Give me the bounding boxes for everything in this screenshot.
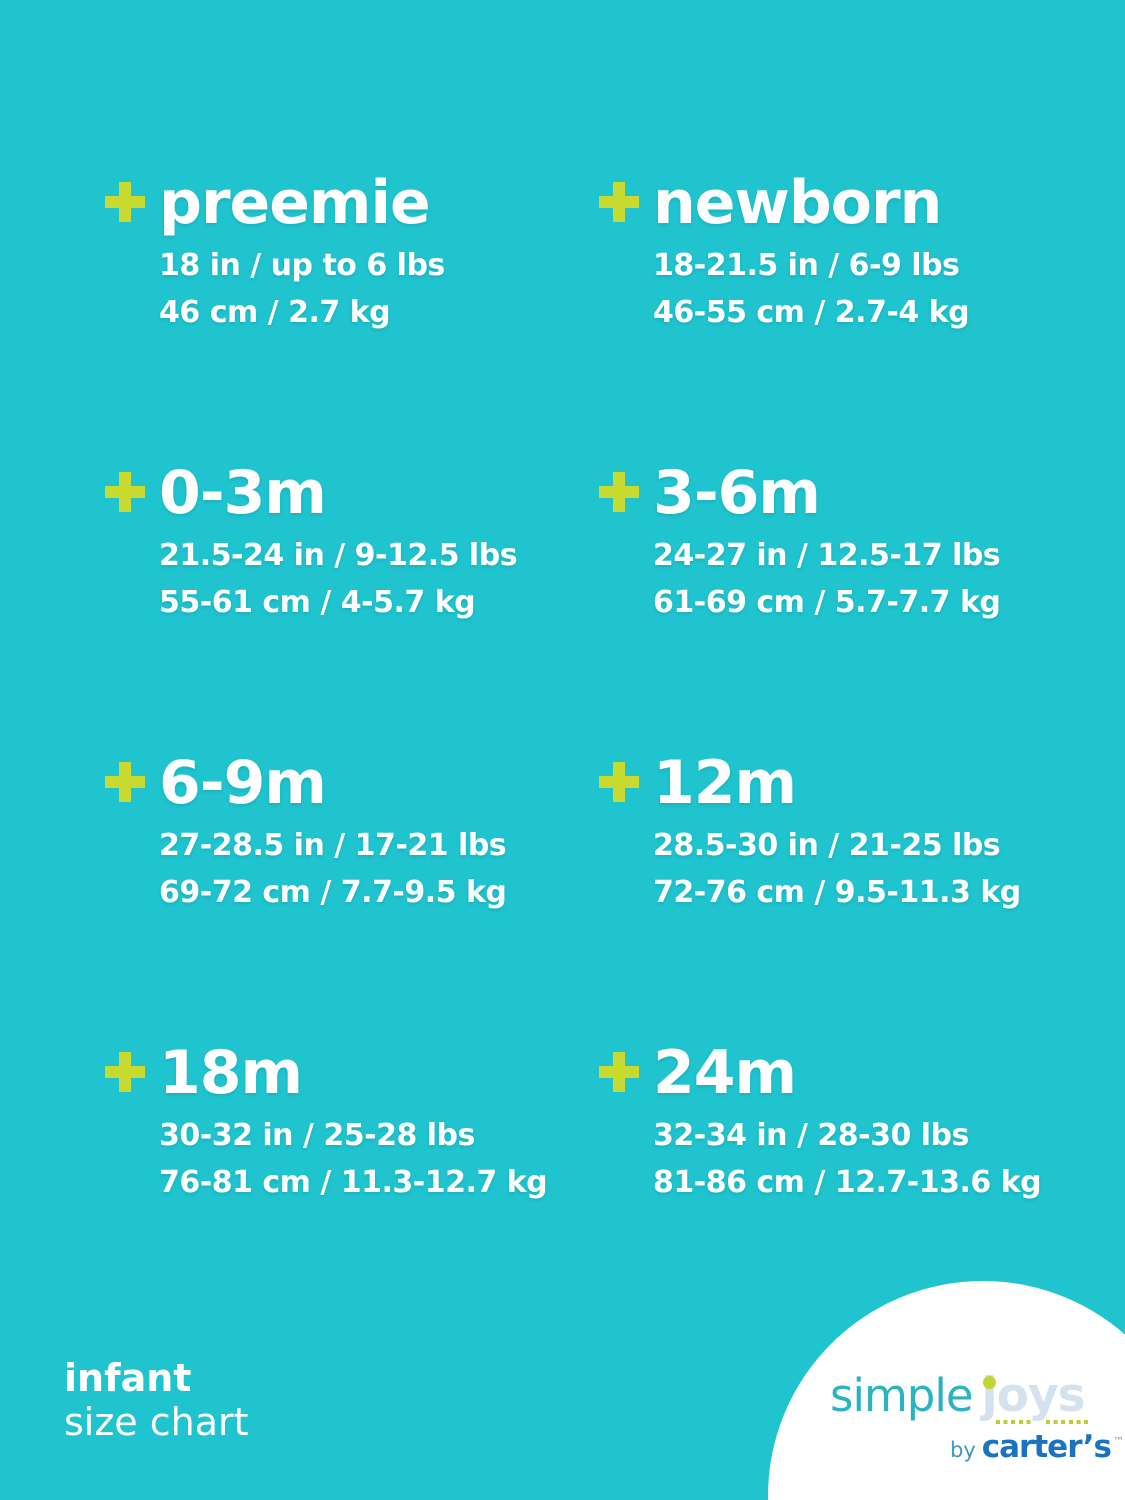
plus-icon	[105, 1052, 145, 1092]
size-label: preemie	[159, 168, 431, 238]
plus-icon	[599, 1052, 639, 1092]
size-metric: 72-76 cm / 9.5-11.3 kg	[653, 875, 1021, 910]
size-metric: 61-69 cm / 5.7-7.7 kg	[653, 585, 1001, 620]
chart-title: infant size chart	[64, 1356, 249, 1444]
size-block-18m: 18m 30-32 in / 25-28 lbs 76-81 cm / 11.3…	[105, 1042, 599, 1332]
size-imperial: 27-28.5 in / 17-21 lbs	[159, 828, 507, 863]
plus-icon	[599, 182, 639, 222]
size-label: 18m	[159, 1038, 303, 1108]
dotted-underline-right-icon	[1045, 1420, 1091, 1424]
size-text: 12m 28.5-30 in / 21-25 lbs 72-76 cm / 9.…	[653, 752, 1021, 916]
size-block-preemie: preemie 18 in / up to 6 lbs 46 cm / 2.7 …	[105, 172, 599, 462]
size-imperial: 18-21.5 in / 6-9 lbs	[653, 248, 960, 283]
size-block-newborn: newborn 18-21.5 in / 6-9 lbs 46-55 cm / …	[599, 172, 1029, 462]
logo-by-text: by	[950, 1438, 976, 1462]
size-imperial: 24-27 in / 12.5-17 lbs	[653, 538, 1001, 573]
brand-logo-wordmark: simple joys	[830, 1369, 1091, 1424]
size-imperial: 18 in / up to 6 lbs	[159, 248, 445, 283]
plus-icon	[599, 762, 639, 802]
size-metric: 69-72 cm / 7.7-9.5 kg	[159, 875, 507, 910]
size-metric: 76-81 cm / 11.3-12.7 kg	[159, 1165, 548, 1200]
size-label: newborn	[653, 168, 942, 238]
plus-icon	[105, 762, 145, 802]
size-metric: 81-86 cm / 12.7-13.6 kg	[653, 1165, 1042, 1200]
size-block-24m: 24m 32-34 in / 28-30 lbs 81-86 cm / 12.7…	[599, 1042, 1042, 1332]
logo-joys-word: joys	[981, 1368, 1086, 1423]
size-imperial: 32-34 in / 28-30 lbs	[653, 1118, 969, 1153]
logo-joys-text: joys	[982, 1372, 1091, 1424]
size-block-12m: 12m 28.5-30 in / 21-25 lbs 72-76 cm / 9.…	[599, 752, 1029, 1042]
size-label: 6-9m	[159, 748, 327, 818]
size-metric: 46-55 cm / 2.7-4 kg	[653, 295, 970, 330]
size-label: 3-6m	[653, 458, 821, 528]
size-text: 6-9m 27-28.5 in / 17-21 lbs 69-72 cm / 7…	[159, 748, 507, 916]
plus-icon	[105, 182, 145, 222]
joys-dot-icon	[982, 1376, 996, 1389]
size-block-6-9m: 6-9m 27-28.5 in / 17-21 lbs 69-72 cm / 7…	[105, 752, 599, 1042]
size-imperial: 21.5-24 in / 9-12.5 lbs	[159, 538, 518, 573]
size-text: 3-6m 24-27 in / 12.5-17 lbs 61-69 cm / 5…	[653, 458, 1001, 626]
dotted-underline-left-icon	[995, 1420, 1033, 1424]
size-label: 0-3m	[159, 458, 327, 528]
chart-title-category: infant	[64, 1356, 192, 1400]
brand-logo-byline: by carter’s ™	[950, 1429, 1124, 1465]
size-block-3-6m: 3-6m 24-27 in / 12.5-17 lbs 61-69 cm / 5…	[599, 462, 1029, 752]
size-grid: preemie 18 in / up to 6 lbs 46 cm / 2.7 …	[105, 172, 1042, 1332]
size-text: newborn 18-21.5 in / 6-9 lbs 46-55 cm / …	[653, 168, 970, 336]
plus-icon	[105, 472, 145, 512]
size-label: 12m	[653, 748, 797, 818]
chart-title-type: size chart	[64, 1400, 249, 1444]
plus-icon	[599, 472, 639, 512]
size-block-0-3m: 0-3m 21.5-24 in / 9-12.5 lbs 55-61 cm / …	[105, 462, 599, 752]
logo-carters-text: carter’s	[981, 1429, 1112, 1465]
trademark-symbol: ™	[1113, 1435, 1125, 1448]
size-label: 24m	[653, 1038, 797, 1108]
size-text: 0-3m 21.5-24 in / 9-12.5 lbs 55-61 cm / …	[159, 458, 518, 626]
size-text: 24m 32-34 in / 28-30 lbs 81-86 cm / 12.7…	[653, 1038, 1042, 1206]
logo-simple-text: simple	[830, 1369, 974, 1422]
size-text: preemie 18 in / up to 6 lbs 46 cm / 2.7 …	[159, 172, 445, 336]
size-imperial: 28.5-30 in / 21-25 lbs	[653, 828, 1001, 863]
size-imperial: 30-32 in / 25-28 lbs	[159, 1118, 475, 1153]
size-text: 18m 30-32 in / 25-28 lbs 76-81 cm / 11.3…	[159, 1038, 548, 1206]
size-metric: 46 cm / 2.7 kg	[159, 295, 391, 330]
brand-logo-circle: simple joys by carter’s ™	[768, 1281, 1125, 1500]
size-metric: 55-61 cm / 4-5.7 kg	[159, 585, 476, 620]
